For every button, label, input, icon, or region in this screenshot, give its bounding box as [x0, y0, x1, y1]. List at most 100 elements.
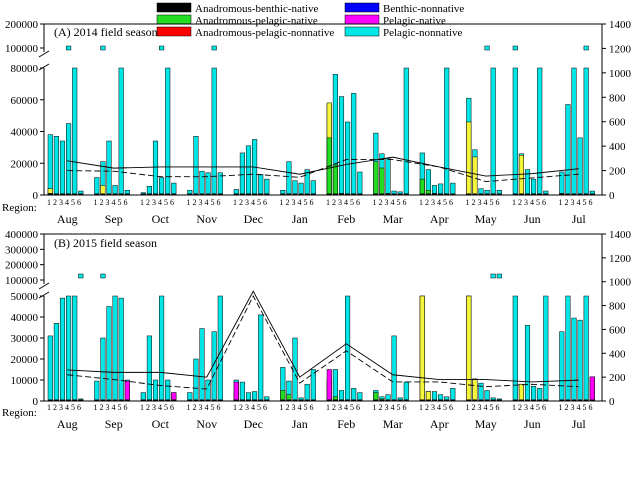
bar-segment-black: [497, 193, 502, 195]
bar: [391, 335, 397, 402]
bar: [165, 379, 171, 402]
bar-segment-black: [391, 193, 397, 195]
bar-segment-yellow: [472, 156, 478, 196]
month-label: Apr: [430, 212, 449, 226]
bar-segment-black: [357, 399, 363, 401]
bar: [193, 136, 199, 196]
bar-segment-black: [118, 399, 124, 401]
bar: [351, 388, 357, 402]
bar: [292, 337, 298, 402]
legend-label: Pelagic-nonnative: [383, 27, 463, 39]
bar-segment-black: [48, 193, 53, 195]
bar-segment-black: [240, 399, 245, 401]
y2-tick-label: 800: [609, 301, 626, 313]
bar: [403, 67, 409, 196]
region-tick-labels: 1 2 3 4 5 6: [419, 198, 453, 207]
bar-segment-black: [252, 193, 257, 195]
bar-segment-black: [513, 193, 518, 195]
bar-segment-black: [280, 399, 286, 401]
bar-segment-black: [171, 193, 177, 195]
y2-tick-label: 1400: [609, 19, 632, 31]
bar-segment-black: [472, 399, 478, 401]
bar-segment-black: [54, 399, 59, 401]
bar-segment-black: [438, 399, 443, 401]
bar-segment-black: [426, 193, 431, 195]
bar: [310, 180, 316, 196]
bar: [94, 177, 100, 196]
bar-upper-segment: [211, 45, 217, 51]
bar-segment-black: [125, 193, 130, 195]
bar-upper-segment: [490, 273, 496, 279]
bar-segment-black: [379, 399, 385, 401]
bar: [59, 140, 66, 196]
bar-segment-black: [484, 193, 490, 195]
region-axis-label: Region:: [2, 407, 37, 419]
bar-segment-black: [48, 399, 53, 401]
bar-segment-black: [234, 193, 239, 195]
bar-segment-black: [333, 193, 338, 195]
month-label: Jan: [292, 417, 308, 431]
bar-segment-black: [211, 399, 217, 401]
bar-segment-green: [332, 164, 338, 196]
bar-segment-black: [519, 193, 524, 195]
bar-segment-black: [304, 399, 310, 401]
bar-segment-black: [478, 399, 484, 401]
bar-segment-black: [252, 399, 257, 401]
bar-segment-black: [292, 193, 298, 195]
bar-segment-black: [141, 193, 146, 195]
bar: [59, 297, 66, 402]
panel-title: (B) 2015 field season: [54, 236, 157, 250]
bar: [66, 123, 72, 196]
bar: [357, 171, 363, 196]
bar-segment-black: [351, 399, 356, 401]
bar-segment-black: [450, 399, 456, 401]
bar-segment-black: [199, 399, 205, 401]
bar-segment-black: [466, 193, 472, 195]
legend-swatch: [156, 2, 192, 13]
y-tick-label: 30000: [11, 333, 39, 345]
region-tick-labels: 1 2 3 4 5 6: [559, 198, 593, 207]
legend-label: Anadromous-benthic-native: [195, 3, 319, 15]
bar: [298, 182, 304, 196]
bar-segment-black: [345, 193, 350, 195]
bar-segment-black: [571, 399, 577, 401]
bar-segment-black: [391, 399, 397, 401]
bar: [531, 386, 537, 402]
bar-segment-black: [327, 399, 332, 401]
bar: [100, 337, 106, 402]
bar: [583, 67, 589, 196]
bar: [165, 67, 171, 196]
bar-segment-black: [444, 193, 449, 195]
bar: [450, 182, 456, 196]
bar-segment-black: [531, 193, 536, 195]
month-label: Feb: [337, 212, 355, 226]
bar-segment-green: [373, 161, 379, 196]
bar-segment-black: [490, 399, 496, 401]
region-tick-labels: 1 2 3 4 5 6: [280, 198, 314, 207]
bar: [565, 104, 571, 196]
region-tick-labels: 1 2 3 4 5 6: [47, 403, 81, 412]
y2-tick-label: 1000: [609, 68, 632, 80]
bar-segment-black: [404, 193, 409, 195]
axis-break-mark: [38, 50, 50, 58]
bar-segment-black: [112, 193, 118, 195]
bar: [531, 178, 537, 196]
region-axis-label: Region:: [2, 202, 37, 214]
bar-segment-black: [543, 399, 549, 401]
line-series-solid: [67, 290, 579, 383]
bar-segment-black: [345, 399, 350, 401]
legend: Anadromous-benthic-native Benthic-nonnati…: [156, 2, 464, 39]
y2-tick-label: 200: [609, 372, 626, 384]
bar-segment-black: [258, 193, 263, 195]
bar-segment-black: [72, 399, 77, 401]
bar-segment-black: [426, 399, 431, 401]
bar-segment-yellow: [472, 378, 478, 402]
bar: [152, 379, 159, 402]
month-label: Jul: [572, 212, 587, 226]
bar: [444, 67, 450, 196]
line-series-dashed: [67, 159, 579, 183]
month-label: Mar: [383, 212, 403, 226]
region-tick-labels: 1 2 3 4 5 6: [373, 198, 407, 207]
bar: [53, 323, 59, 402]
